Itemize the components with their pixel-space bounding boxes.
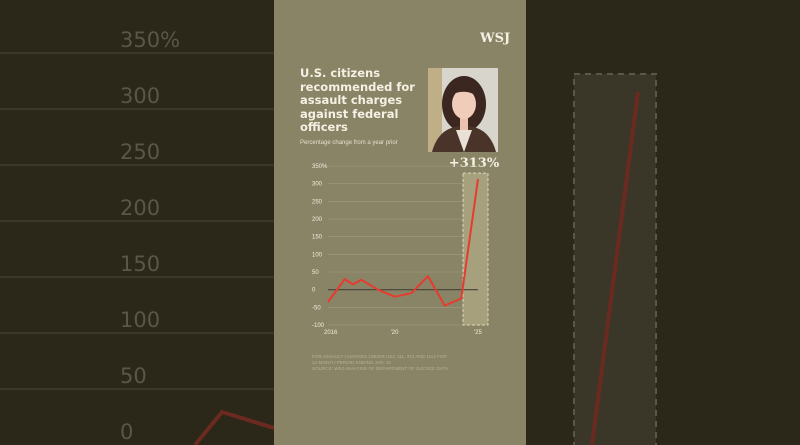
wsj-logo: WSJ bbox=[480, 31, 511, 46]
bg-tick-200: 200 bbox=[120, 196, 161, 220]
footnote-source: Source: WSJ analysis of Department of Ju… bbox=[312, 366, 449, 371]
bg-tick-150: 150 bbox=[120, 252, 161, 276]
bg-tick-50: 50 bbox=[120, 364, 147, 388]
bg-gridline bbox=[0, 108, 274, 110]
highlight-callout: +313% bbox=[448, 156, 500, 171]
bg-tick-250: 250 bbox=[120, 140, 161, 164]
bg-gridline bbox=[0, 164, 274, 166]
presenter-video bbox=[428, 68, 498, 152]
bg-line-fragment-left bbox=[193, 409, 274, 445]
bg-gridline bbox=[0, 52, 274, 54]
bg-tick-0: 0 bbox=[120, 420, 134, 444]
bg-tick-100: 100 bbox=[120, 308, 161, 332]
bg-highlight-right bbox=[573, 73, 657, 445]
bg-gridline bbox=[0, 220, 274, 222]
bg-gridline bbox=[0, 276, 274, 278]
footnote-line: For assault charges under USC 111, 372 a… bbox=[312, 354, 447, 359]
bg-tick-350: 350% bbox=[120, 28, 181, 52]
bg-gridline bbox=[0, 388, 274, 390]
footnote-line: 12-month period ending Jan. 31 bbox=[312, 360, 392, 365]
bg-gridline bbox=[0, 332, 274, 334]
bg-tick-300: 300 bbox=[120, 84, 161, 108]
background-zoom-left: 350% 300 250 200 150 100 50 0 bbox=[0, 0, 274, 445]
presenter-portrait-icon bbox=[428, 68, 498, 152]
chart-footnote: For assault charges under USC 111, 372 a… bbox=[312, 354, 497, 372]
background-zoom-right: +313% bbox=[526, 0, 800, 445]
chart-title: U.S. citizens recommended for assault ch… bbox=[300, 66, 415, 134]
chart-subtitle: Percentage change from a year prior bbox=[300, 140, 398, 146]
